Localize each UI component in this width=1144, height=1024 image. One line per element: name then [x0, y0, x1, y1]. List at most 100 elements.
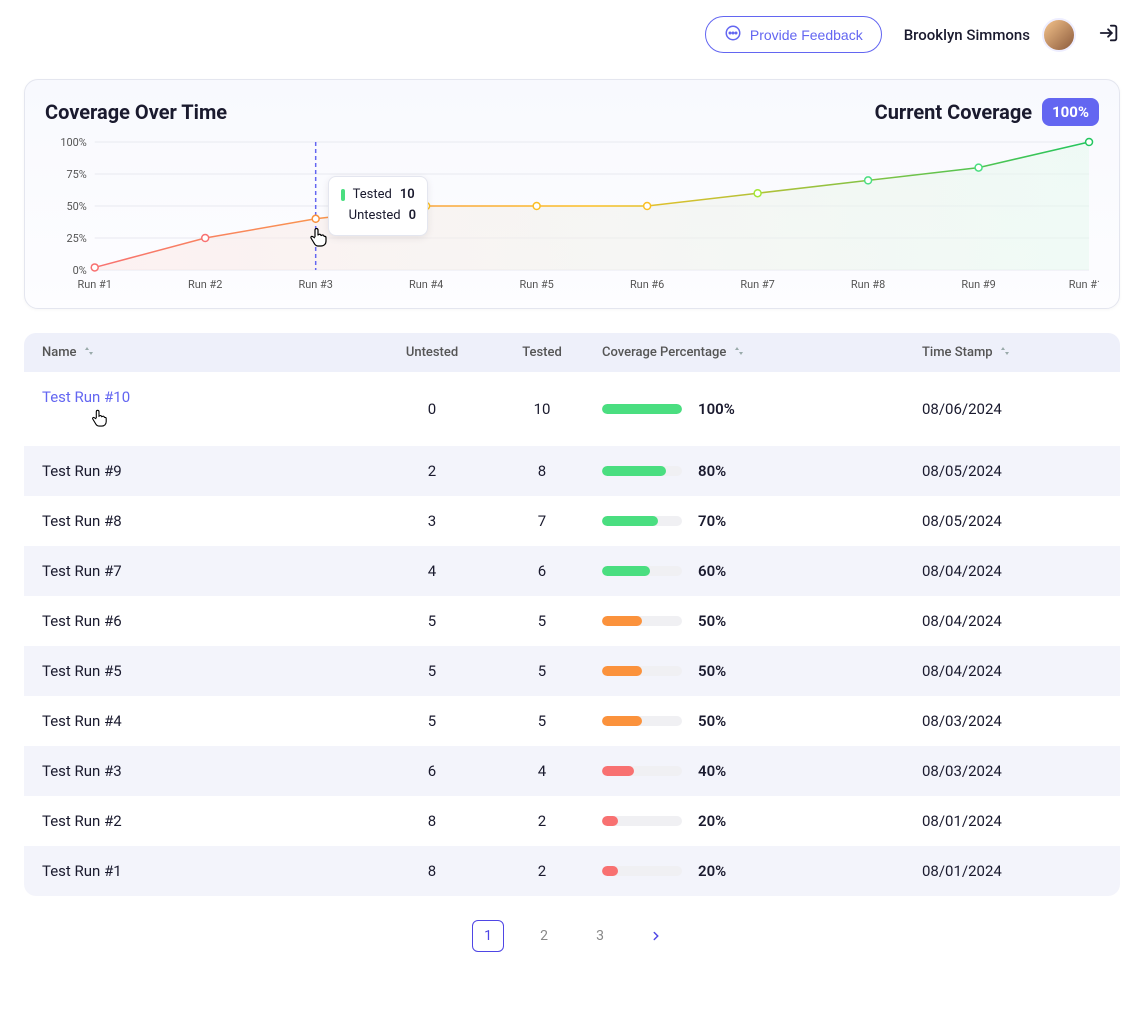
coverage-cell: 100% [602, 400, 922, 418]
progress-track [602, 866, 682, 876]
svg-text:Run #2: Run #2 [188, 278, 222, 291]
untested-count: 8 [382, 862, 482, 880]
runs-table: Name Untested Tested Coverage Percentage… [24, 333, 1120, 896]
logout-icon[interactable] [1098, 22, 1120, 48]
tooltip-untested-value: 0 [409, 206, 416, 227]
table-row[interactable]: Test Run #10 0 10 100% 08/06/2024 [24, 372, 1120, 446]
progress-track [602, 666, 682, 676]
run-name[interactable]: Test Run #10 [42, 388, 382, 430]
progress-track [602, 766, 682, 776]
untested-count: 8 [382, 812, 482, 830]
timestamp: 08/03/2024 [922, 712, 1102, 730]
coverage-pct: 70% [698, 512, 726, 530]
table-row[interactable]: Test Run #3 6 4 40% 08/03/2024 [24, 746, 1120, 796]
timestamp: 08/06/2024 [922, 400, 1102, 418]
svg-text:Run #5: Run #5 [519, 278, 553, 291]
coverage-cell: 50% [602, 662, 922, 680]
coverage-cell: 60% [602, 562, 922, 580]
run-name: Test Run #2 [42, 812, 382, 830]
progress-track [602, 616, 682, 626]
current-coverage-label: Current Coverage [875, 100, 1032, 124]
col-tested[interactable]: Tested [482, 345, 602, 360]
feedback-label: Provide Feedback [750, 27, 863, 43]
chart-tooltip: Tested 10 Untested 0 [328, 176, 428, 236]
run-name: Test Run #4 [42, 712, 382, 730]
tested-count: 5 [482, 612, 602, 630]
table-row[interactable]: Test Run #2 8 2 20% 08/01/2024 [24, 796, 1120, 846]
tested-dot-icon [341, 189, 345, 201]
tested-count: 2 [482, 812, 602, 830]
timestamp: 08/05/2024 [922, 512, 1102, 530]
coverage-cell: 80% [602, 462, 922, 480]
untested-count: 5 [382, 612, 482, 630]
table-row[interactable]: Test Run #7 4 6 60% 08/04/2024 [24, 546, 1120, 596]
timestamp: 08/01/2024 [922, 862, 1102, 880]
user-block[interactable]: Brooklyn Simmons [904, 18, 1076, 52]
coverage-pct: 60% [698, 562, 726, 580]
col-untested[interactable]: Untested [382, 345, 482, 360]
progress-track [602, 516, 682, 526]
timestamp: 08/04/2024 [922, 662, 1102, 680]
coverage-pct: 50% [698, 712, 726, 730]
cursor-icon [308, 226, 328, 252]
user-name: Brooklyn Simmons [904, 26, 1030, 44]
coverage-cell: 20% [602, 812, 922, 830]
timestamp: 08/05/2024 [922, 462, 1102, 480]
timestamp: 08/01/2024 [922, 812, 1102, 830]
sort-icon [730, 345, 744, 360]
table-row[interactable]: Test Run #4 5 5 50% 08/03/2024 [24, 696, 1120, 746]
run-name: Test Run #9 [42, 462, 382, 480]
progress-track [602, 466, 682, 476]
coverage-pct: 50% [698, 662, 726, 680]
tested-count: 6 [482, 562, 602, 580]
tooltip-tested-label: Tested [353, 185, 392, 206]
coverage-pct: 100% [698, 400, 735, 418]
page-button-1[interactable]: 1 [472, 920, 504, 952]
tested-count: 5 [482, 712, 602, 730]
timestamp: 08/04/2024 [922, 612, 1102, 630]
coverage-pct: 40% [698, 762, 726, 780]
tested-count: 4 [482, 762, 602, 780]
svg-text:Run #4: Run #4 [409, 278, 443, 291]
svg-text:Run #1: Run #1 [78, 278, 112, 291]
table-header: Name Untested Tested Coverage Percentage… [24, 333, 1120, 372]
svg-text:100%: 100% [60, 136, 86, 149]
col-name[interactable]: Name [42, 345, 382, 360]
table-row[interactable]: Test Run #1 8 2 20% 08/01/2024 [24, 846, 1120, 896]
untested-count: 5 [382, 662, 482, 680]
coverage-cell: 40% [602, 762, 922, 780]
run-name: Test Run #6 [42, 612, 382, 630]
table-row[interactable]: Test Run #5 5 5 50% 08/04/2024 [24, 646, 1120, 696]
pagination: 123 [0, 920, 1144, 952]
svg-text:50%: 50% [66, 200, 86, 213]
provide-feedback-button[interactable]: Provide Feedback [705, 16, 882, 53]
tested-count: 5 [482, 662, 602, 680]
table-row[interactable]: Test Run #9 2 8 80% 08/05/2024 [24, 446, 1120, 496]
svg-text:Run #3: Run #3 [298, 278, 332, 291]
svg-text:0%: 0% [73, 264, 87, 277]
coverage-chart[interactable]: 0%25%50%75%100%Run #1Run #2Run #3Run #4R… [45, 134, 1099, 294]
progress-track [602, 716, 682, 726]
untested-count: 4 [382, 562, 482, 580]
untested-count: 6 [382, 762, 482, 780]
col-coverage[interactable]: Coverage Percentage [602, 345, 922, 360]
progress-track [602, 816, 682, 826]
timestamp: 08/04/2024 [922, 562, 1102, 580]
table-row[interactable]: Test Run #6 5 5 50% 08/04/2024 [24, 596, 1120, 646]
page-next-button[interactable] [640, 920, 672, 952]
svg-text:Run #8: Run #8 [851, 278, 885, 291]
top-bar: Provide Feedback Brooklyn Simmons [0, 0, 1144, 69]
run-name: Test Run #5 [42, 662, 382, 680]
progress-track [602, 404, 682, 414]
svg-text:Run #7: Run #7 [740, 278, 774, 291]
untested-count: 2 [382, 462, 482, 480]
page-button-2[interactable]: 2 [528, 920, 560, 952]
svg-text:25%: 25% [66, 232, 86, 245]
page-button-3[interactable]: 3 [584, 920, 616, 952]
table-row[interactable]: Test Run #8 3 7 70% 08/05/2024 [24, 496, 1120, 546]
untested-count: 3 [382, 512, 482, 530]
svg-text:Run #9: Run #9 [961, 278, 995, 291]
tooltip-tested-value: 10 [400, 185, 415, 206]
chart-title: Coverage Over Time [45, 100, 227, 124]
col-timestamp[interactable]: Time Stamp [922, 345, 1102, 360]
